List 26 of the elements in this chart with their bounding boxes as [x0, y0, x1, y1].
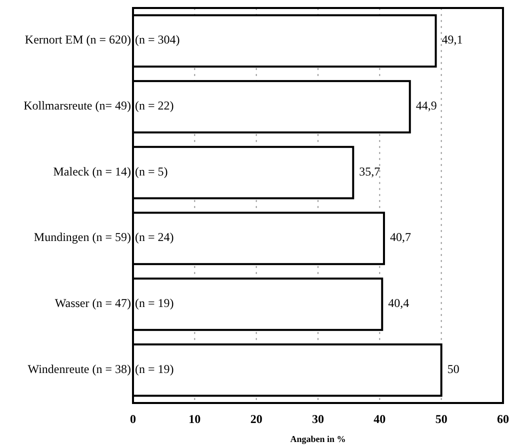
data-label: 49,1	[442, 32, 463, 47]
annotation: (n = 19)	[135, 296, 174, 310]
data-label: 35,7	[359, 164, 380, 178]
y-tick-label: Kollmarsreute (n= 49)	[24, 98, 131, 112]
x-tick-label: 60	[497, 412, 509, 426]
annotation: (n = 304)	[135, 32, 180, 47]
data-label: 40,7	[390, 230, 411, 244]
x-axis-title: Angaben in %	[290, 434, 346, 444]
y-tick-label: Wasser (n = 47)	[54, 296, 131, 310]
y-tick-label: Windenreute (n = 38)	[28, 362, 131, 376]
y-tick-label: Maleck (n = 14)	[53, 164, 131, 178]
x-tick-label: 0	[130, 412, 136, 426]
x-tick-label: 40	[374, 412, 386, 426]
annotation: (n = 24)	[135, 230, 174, 244]
annotation: (n = 5)	[135, 164, 168, 178]
x-tick-label: 50	[435, 412, 448, 426]
data-label: 40,4	[388, 296, 410, 310]
annotation: (n = 22)	[135, 98, 174, 112]
data-label: 50	[447, 362, 460, 376]
annotation: (n = 19)	[135, 362, 174, 376]
data-label: 44,9	[416, 98, 437, 112]
x-tick-label: 20	[250, 412, 262, 426]
y-tick-label: Kernort EM (n = 620)	[24, 32, 132, 47]
x-tick-label: 30	[312, 412, 324, 426]
y-tick-label: Mundingen (n = 59)	[34, 230, 131, 244]
x-tick-label: 10	[188, 412, 201, 426]
